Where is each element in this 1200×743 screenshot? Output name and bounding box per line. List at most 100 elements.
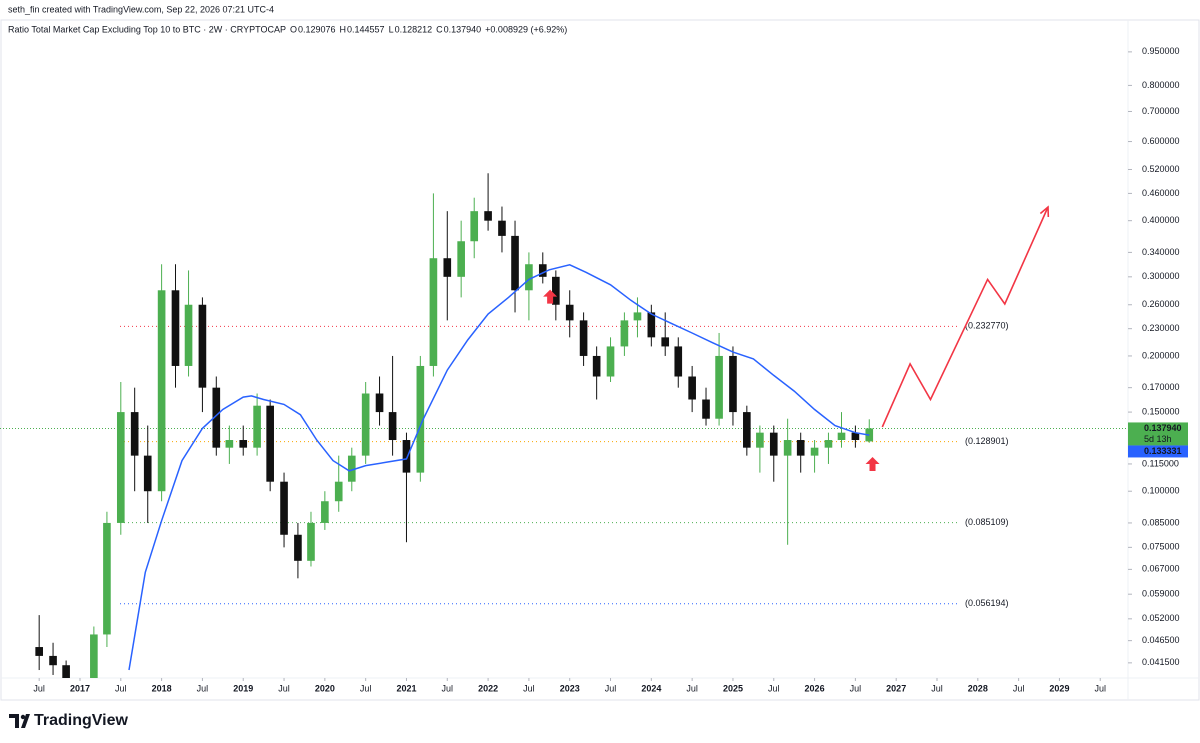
candle-body xyxy=(565,304,574,321)
level-label: (0.056194) xyxy=(965,598,1009,608)
x-tick-label: 2025 xyxy=(723,683,743,693)
candle-body xyxy=(443,258,452,277)
projection-arrowhead xyxy=(1039,205,1050,218)
candle-body xyxy=(294,534,302,561)
candle-body xyxy=(307,522,315,561)
ohlc-key: O xyxy=(290,24,297,34)
candle-body xyxy=(157,290,166,492)
candle-body xyxy=(62,665,70,678)
candle-body xyxy=(321,501,329,523)
y-tick-label: 0.041500 xyxy=(1142,657,1180,667)
footer-logo: TradingView xyxy=(9,712,129,729)
x-tick-label: 2024 xyxy=(641,683,661,693)
y-tick-label: 0.170000 xyxy=(1142,382,1180,392)
candle-body xyxy=(103,522,111,635)
candle-body xyxy=(457,241,465,277)
x-tick-label: Jul xyxy=(442,683,454,693)
candle-body xyxy=(606,346,615,377)
candle-body xyxy=(347,455,356,482)
candle-body xyxy=(35,647,43,656)
price-tag-label: 0.133331 xyxy=(1144,446,1182,456)
y-tick-label: 0.100000 xyxy=(1142,486,1180,496)
y-tick-label: 0.052000 xyxy=(1142,613,1180,623)
x-tick-label: 2021 xyxy=(396,683,416,693)
candle-body xyxy=(280,481,288,535)
x-tick-label: Jul xyxy=(278,683,290,693)
candle-body xyxy=(402,440,411,473)
candle-body xyxy=(647,312,656,338)
y-tick-label: 0.115000 xyxy=(1142,458,1179,468)
candle-body xyxy=(198,304,207,388)
brand: TradingView xyxy=(34,712,129,729)
candle-body xyxy=(552,276,560,305)
candle-body xyxy=(429,258,438,366)
candle-body xyxy=(743,412,751,448)
y-tick-label: 0.046500 xyxy=(1142,635,1180,645)
candle-body xyxy=(143,455,152,492)
candle-body xyxy=(116,412,125,523)
x-tick-label: Jul xyxy=(1013,683,1025,693)
candle-body xyxy=(837,432,846,441)
price-tag-countdown: 5d 13h xyxy=(1144,434,1172,444)
level-label: (0.085109) xyxy=(965,517,1009,527)
price-tag xyxy=(1128,422,1188,446)
y-tick-label: 0.067000 xyxy=(1142,564,1180,574)
level-label: (0.232770) xyxy=(965,321,1009,331)
candle-body xyxy=(756,432,764,448)
y-tick-label: 0.460000 xyxy=(1142,188,1180,198)
chart-frame xyxy=(0,19,1200,701)
candle-body xyxy=(688,376,696,400)
x-tick-label: 2027 xyxy=(886,683,906,693)
x-tick-label: Jul xyxy=(931,683,943,693)
candle-body xyxy=(633,312,642,321)
candle-body xyxy=(511,235,519,291)
x-tick-label: Jul xyxy=(605,683,617,693)
legend: Ratio Total Market Cap Excluding Top 10 … xyxy=(8,24,567,34)
x-tick-label: Jul xyxy=(768,683,780,693)
candle-body xyxy=(266,405,274,482)
y-tick-label: 0.230000 xyxy=(1142,323,1180,333)
x-tick-label: Jul xyxy=(850,683,862,693)
candle-body xyxy=(498,220,506,236)
price-tag-label: 0.137940 xyxy=(1144,423,1182,433)
x-tick-label: 2022 xyxy=(478,683,498,693)
candle-body xyxy=(674,346,683,377)
candle-body xyxy=(769,432,778,456)
ohlc-key: L xyxy=(389,24,394,34)
candle-body xyxy=(171,290,180,366)
y-tick-label: 0.300000 xyxy=(1142,271,1180,281)
x-tick-label: 2020 xyxy=(315,683,335,693)
price-tag xyxy=(1128,445,1188,458)
y-tick-label: 0.059000 xyxy=(1142,589,1180,599)
x-tick-label: Jul xyxy=(1094,683,1106,693)
x-tick-label: Jul xyxy=(197,683,209,693)
candle-body xyxy=(388,412,397,441)
candle-body xyxy=(184,304,193,366)
y-tick-label: 0.520000 xyxy=(1142,164,1180,174)
candle-body xyxy=(661,337,670,347)
candle-body xyxy=(579,320,588,356)
candle-body xyxy=(824,440,833,448)
logo-dot xyxy=(20,714,26,720)
candle-body xyxy=(49,655,57,666)
x-tick-label: 2023 xyxy=(560,683,580,693)
plot: (0.232770) (0.128901) (0.085109) (0.056194) xyxy=(0,173,1128,678)
y-tick-label: 0.200000 xyxy=(1142,350,1180,360)
candle-body xyxy=(361,393,370,456)
candle-body xyxy=(484,211,492,221)
change: +0.008929 (+6.92%) xyxy=(485,24,567,34)
candle-body xyxy=(620,320,629,347)
ohlc-value: 0.129076 xyxy=(298,24,336,34)
x-tick-label: Jul xyxy=(360,683,372,693)
candle-body xyxy=(470,211,479,242)
y-tick-label: 0.600000 xyxy=(1142,136,1180,146)
candle-body xyxy=(715,355,723,419)
credit: seth_fin created with TradingView.com, S… xyxy=(8,4,274,14)
ohlc-key: H xyxy=(340,24,347,34)
x-tick-label: 2018 xyxy=(152,683,172,693)
legend-title: Ratio Total Market Cap Excluding Top 10 … xyxy=(8,24,286,34)
y-tick-label: 0.260000 xyxy=(1142,299,1180,309)
candle-body xyxy=(729,355,737,413)
